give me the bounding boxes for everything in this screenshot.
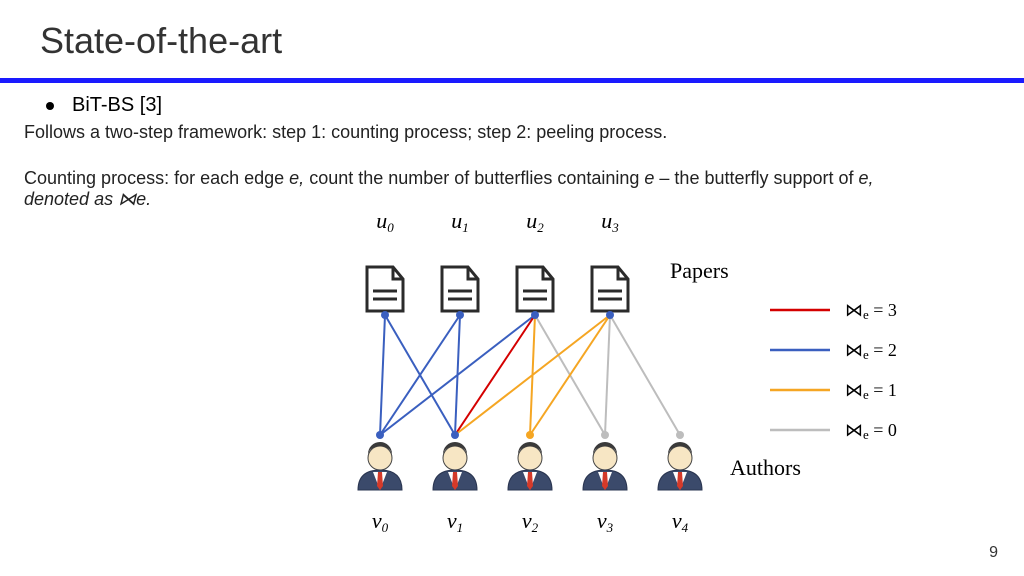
svg-text:Authors: Authors	[730, 455, 801, 480]
svg-text:Papers: Papers	[670, 258, 729, 283]
bipartite-diagram: u0 u1 u2 u3 v0 v1 v2 v3 v4 Papers Authors ⋈e = 3 ⋈e …	[270, 210, 990, 560]
svg-text:u3: u3	[601, 210, 619, 235]
page-number: 9	[989, 544, 998, 562]
desc2-a: Counting process: for each edge	[24, 168, 289, 188]
svg-text:⋈e = 0: ⋈e = 0	[845, 420, 897, 442]
svg-text:⋈e = 2: ⋈e = 2	[845, 340, 897, 362]
svg-text:v2: v2	[522, 508, 539, 535]
bullet-dot-icon	[46, 102, 54, 110]
desc2-sym: ⋈	[118, 189, 136, 209]
svg-text:⋈e = 3: ⋈e = 3	[845, 300, 897, 322]
desc2-b: count the number of butterflies containi…	[304, 168, 644, 188]
desc2-c: – the butterfly support of	[654, 168, 858, 188]
desc2-e2: e	[644, 168, 654, 188]
bullet-item: BiT-BS [3]	[46, 94, 162, 117]
svg-text:v1: v1	[447, 508, 463, 535]
desc2-e4: e.	[136, 189, 151, 209]
description-line-1: Follows a two-step framework: step 1: co…	[24, 122, 667, 143]
svg-text:⋈e = 1: ⋈e = 1	[845, 380, 897, 402]
bullet-text: BiT-BS [3]	[72, 94, 162, 117]
svg-text:u2: u2	[526, 210, 544, 235]
svg-text:v4: v4	[672, 508, 689, 535]
svg-text:u1: u1	[451, 210, 469, 235]
desc2-e1: e,	[289, 168, 304, 188]
slide-title: State-of-the-art	[40, 20, 282, 62]
title-divider	[0, 78, 1024, 83]
svg-text:v0: v0	[372, 508, 389, 535]
description-line-2: Counting process: for each edge e, count…	[24, 168, 984, 210]
desc2-e3: e,	[859, 168, 874, 188]
svg-text:v3: v3	[597, 508, 614, 535]
desc2-d: denoted as	[24, 189, 118, 209]
svg-text:u0: u0	[376, 210, 394, 235]
